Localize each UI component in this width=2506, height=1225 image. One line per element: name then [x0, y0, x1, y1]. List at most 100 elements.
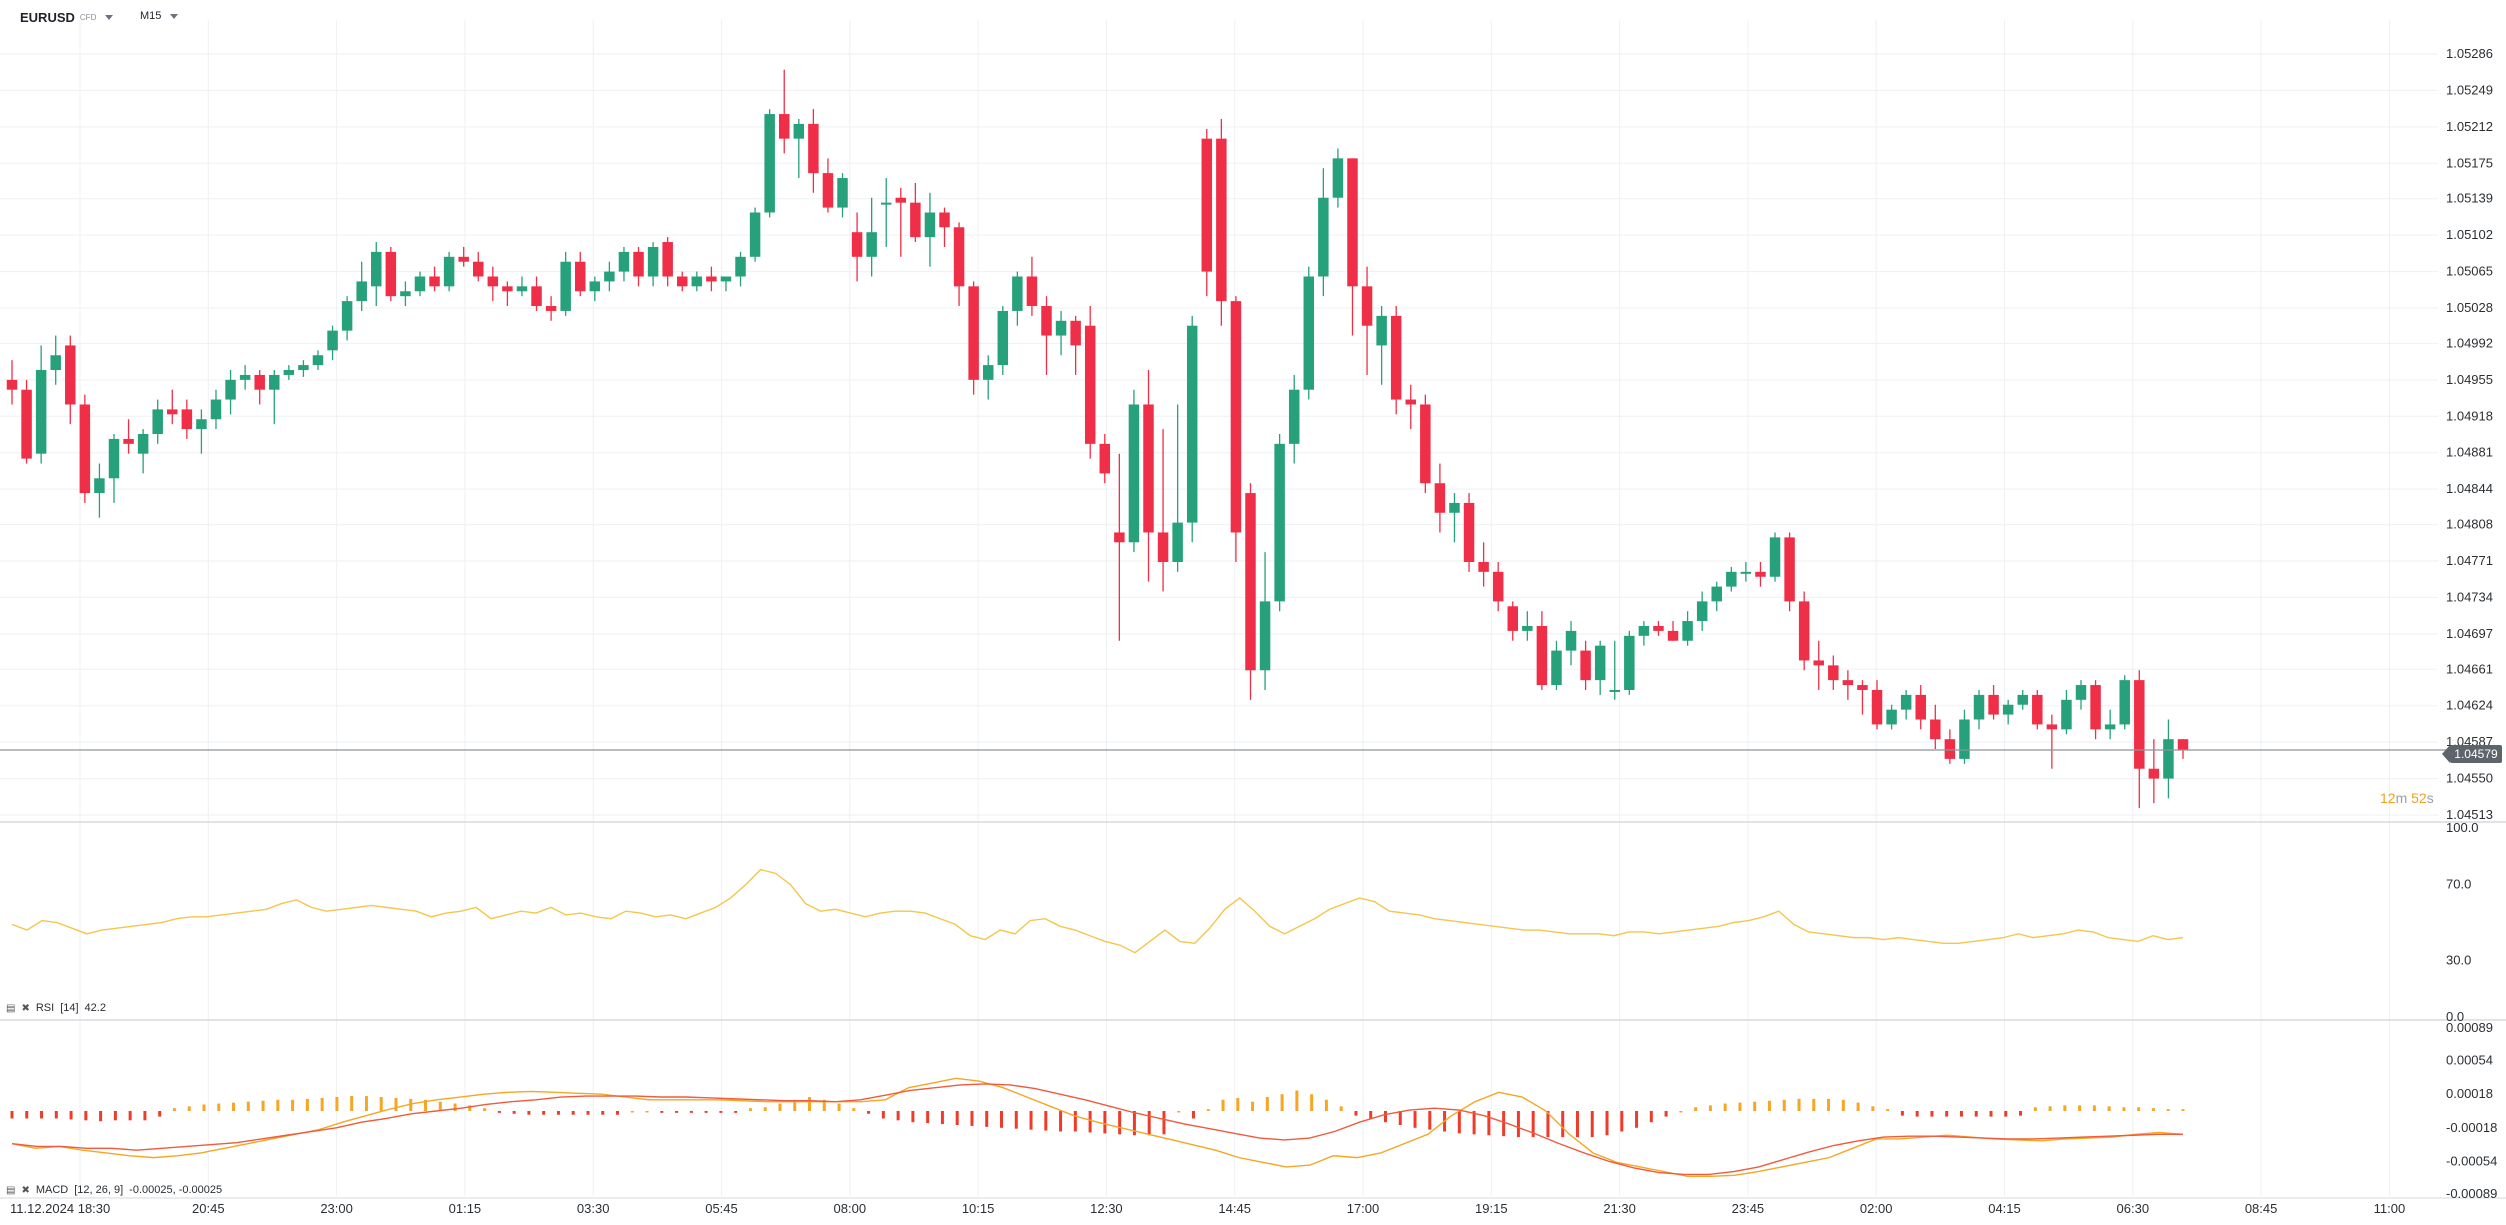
macd-histogram-bar [394, 1097, 398, 1111]
candle-body [939, 212, 950, 228]
close-icon[interactable]: ✖ [21, 1184, 30, 1196]
candle-body [1390, 315, 1402, 400]
candle-body [1157, 532, 1169, 562]
candle-body [1318, 197, 1329, 277]
candle-body [2075, 685, 2087, 700]
price-axis-label: 1.05249 [2446, 82, 2493, 97]
candle-body [880, 202, 892, 205]
macd-histogram-bar [1472, 1111, 1476, 1135]
candle-body [2163, 739, 2174, 779]
candle-body [1594, 645, 1606, 681]
close-icon[interactable]: ✖ [21, 1002, 30, 1014]
macd-histogram-bar [1767, 1100, 1771, 1111]
macd-histogram-bar [1664, 1111, 1668, 1117]
timeframe-label: M15 [140, 10, 162, 22]
countdown-minutes-unit: m [2395, 790, 2412, 806]
macd-histogram-bar [2166, 1109, 2170, 1111]
macd-histogram-bar [1132, 1111, 1136, 1136]
candle-body [1930, 719, 1941, 740]
macd-legend-label: MACD [35, 1184, 69, 1196]
macd-histogram-bar [1635, 1111, 1639, 1128]
candle-body [997, 310, 1009, 366]
candle-body [531, 286, 542, 307]
macd-histogram-bar [2078, 1105, 2082, 1111]
macd-histogram-bar [852, 1108, 856, 1111]
macd-histogram-bar [1118, 1111, 1122, 1135]
price-axis-label: 1.04661 [2446, 661, 2493, 676]
macd-histogram-bar [187, 1106, 191, 1111]
candle-body [269, 374, 280, 390]
timeframe-selector[interactable]: M15 [140, 10, 179, 22]
macd-histogram-bar [1605, 1111, 1609, 1136]
candle-body [65, 345, 76, 405]
macd-histogram-bar [970, 1111, 974, 1126]
macd-histogram-bar [881, 1111, 885, 1119]
macd-axis-label: -0.00054 [2446, 1153, 2497, 1168]
macd-histogram-bar [1812, 1098, 1816, 1111]
candle-body [2104, 724, 2116, 730]
macd-histogram-bar [246, 1101, 250, 1111]
macd-histogram-bar [2137, 1107, 2141, 1111]
settings-icon[interactable]: ▤ [6, 1184, 16, 1196]
candle-body [662, 242, 673, 277]
macd-histogram-bar [99, 1111, 103, 1122]
candle-body [1769, 537, 1781, 577]
macd-histogram-bar [1221, 1099, 1225, 1111]
candle-body [385, 251, 397, 297]
macd-histogram-bar [1236, 1097, 1240, 1111]
macd-histogram-bar [1251, 1101, 1255, 1111]
macd-histogram-bar [1354, 1111, 1358, 1116]
candle-body [1070, 320, 1081, 346]
macd-histogram-bar [84, 1111, 88, 1121]
macd-histogram-bar [1974, 1111, 1978, 1117]
candle-body [1201, 138, 1213, 272]
candle-body [1186, 325, 1198, 523]
time-axis-label: 05:45 [705, 1201, 738, 1216]
macd-histogram-bar [1531, 1111, 1535, 1138]
macd-histogram-bar [645, 1111, 649, 1113]
price-axis-label: 1.04624 [2446, 698, 2493, 713]
settings-icon[interactable]: ▤ [6, 1002, 16, 1014]
candle-body [589, 281, 601, 292]
candle-body [735, 256, 746, 277]
macd-histogram-bar [1856, 1102, 1860, 1111]
macd-histogram-bar [1206, 1109, 1210, 1111]
candle-body [837, 178, 848, 208]
time-axis-label: 11.12.2024 18:30 [10, 1201, 110, 1216]
macd-histogram-bar [128, 1111, 132, 1121]
price-axis-label: 1.04844 [2446, 481, 2493, 496]
macd-histogram-bar [1428, 1111, 1432, 1130]
macd-histogram-bar [10, 1111, 14, 1119]
candle-body [924, 212, 936, 238]
macd-histogram-bar [586, 1111, 590, 1115]
candle-countdown: 12m 52s [2380, 790, 2434, 806]
countdown-seconds-unit: s [2426, 790, 2434, 806]
macd-histogram-bar [556, 1111, 560, 1115]
candle-body [778, 114, 790, 139]
macd-histogram-bar [1000, 1111, 1004, 1128]
candle-body [1871, 689, 1883, 725]
candle-body [676, 276, 688, 287]
candle-body [1638, 625, 1650, 636]
macd-histogram-bar [40, 1111, 44, 1119]
macd-histogram-bar [1398, 1111, 1402, 1125]
symbol-selector[interactable]: EURUSD CFD [20, 10, 114, 25]
candle-body [575, 261, 586, 292]
candle-body [720, 276, 732, 282]
macd-histogram-bar [601, 1111, 605, 1115]
price-axis-label: 1.05139 [2446, 191, 2493, 206]
macd-histogram-bar [2063, 1105, 2067, 1111]
symbol-type-label: CFD [79, 13, 97, 22]
price-axis-label: 1.04771 [2446, 553, 2493, 568]
macd-histogram-bar [1044, 1111, 1048, 1131]
candle-body [1813, 660, 1824, 666]
macd-histogram-bar [1487, 1111, 1491, 1136]
candle-body [327, 330, 338, 351]
macd-histogram-bar [616, 1111, 620, 1115]
candle-body [50, 355, 61, 371]
macd-histogram-bar [1177, 1111, 1181, 1113]
macd-histogram-bar [748, 1108, 752, 1111]
macd-histogram-bar [1059, 1111, 1063, 1132]
macd-histogram-bar [1516, 1111, 1520, 1138]
